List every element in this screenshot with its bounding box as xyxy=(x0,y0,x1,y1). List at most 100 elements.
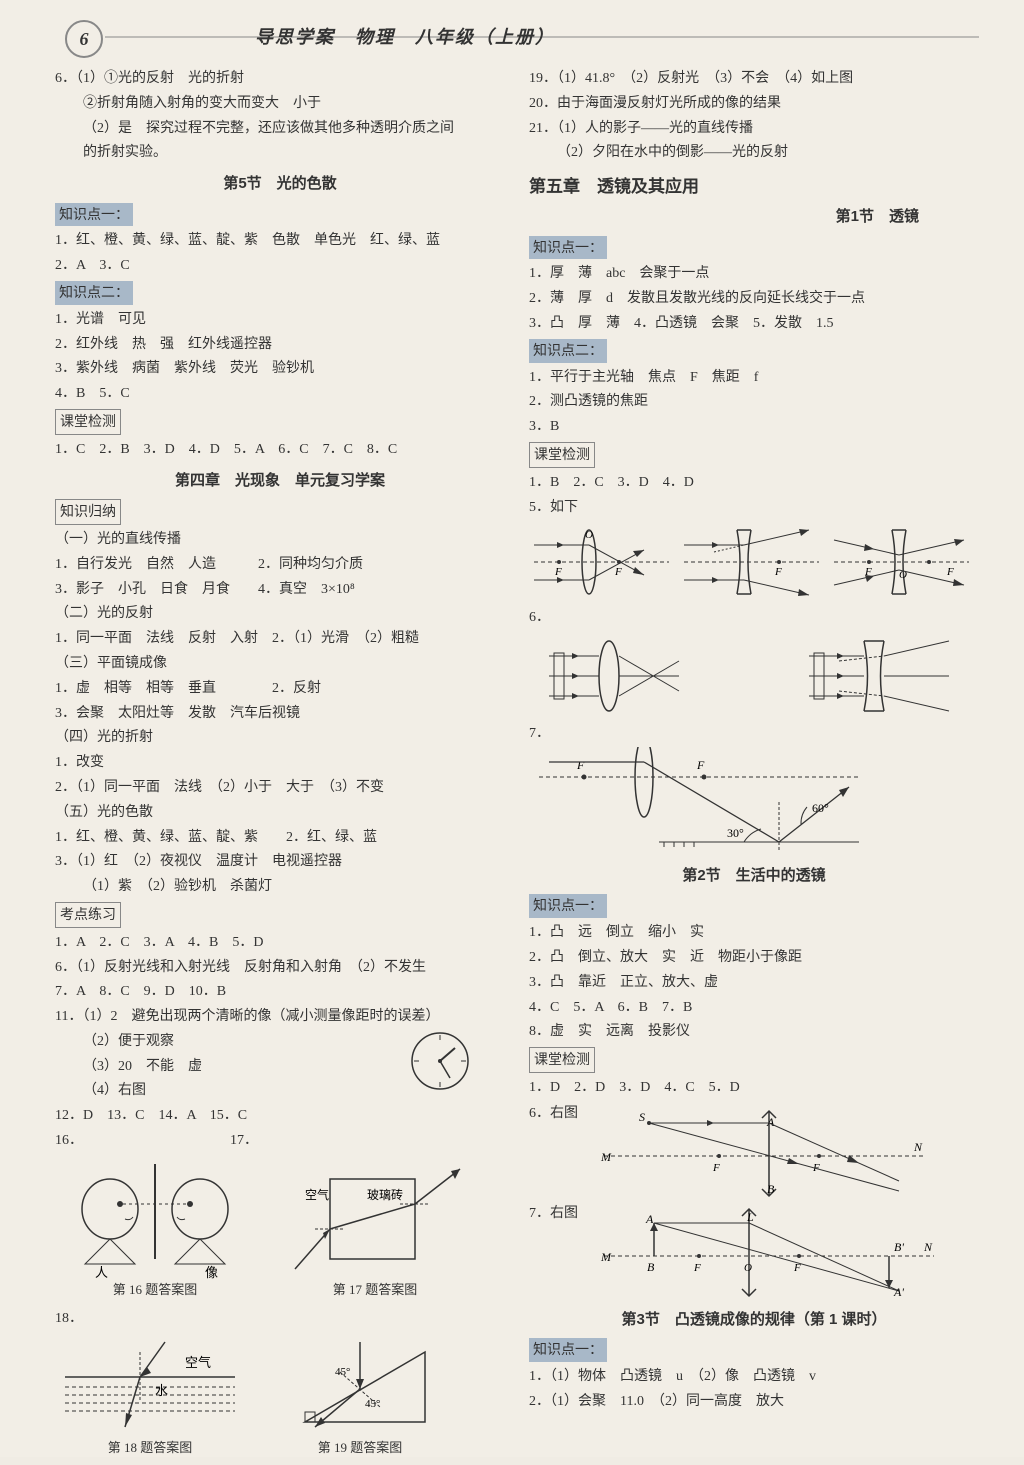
fig18-19-row: 空气 水 第 18 题答案图 45° 45° xyxy=(55,1337,505,1459)
text-line: 6．右图 xyxy=(529,1102,599,1200)
text-line: 7． xyxy=(529,722,979,746)
q11-block: （2）便于观察 （3）20 不能 虚 （4）右图 xyxy=(55,1030,505,1103)
svg-text:F: F xyxy=(614,566,622,578)
svg-text:F: F xyxy=(696,758,705,772)
text-line: （五）光的色散 xyxy=(55,801,505,825)
text-line: （二）光的反射 xyxy=(55,602,505,626)
text-line: 1．B 2．C 3．D 4．D xyxy=(529,471,979,495)
svg-text:O: O xyxy=(744,1262,752,1274)
knowledge-tag: 知识点一： xyxy=(55,203,133,227)
text-line: （1）紫 （2）验钞机 杀菌灯 xyxy=(55,875,505,899)
text-line: 1．厚 薄 abc 会聚于一点 xyxy=(529,262,979,286)
text-line: 1．红、橙、黄、绿、蓝、靛、紫 2．红、绿、蓝 xyxy=(55,826,505,850)
text-line: 3．紫外线 病菌 紫外线 荧光 验钞机 xyxy=(55,357,505,381)
text-line: 2．凸 倒立、放大 实 近 物距小于像距 xyxy=(529,946,979,970)
text-line: 2．测凸透镜的焦距 xyxy=(529,390,979,414)
text-line: 4．C 5．A 6．B 7．B xyxy=(529,996,979,1020)
section-title: 第5节 光的色散 xyxy=(55,171,505,197)
practice-tag: 考点练习 xyxy=(55,902,121,928)
text-line: 1．红、橙、黄、绿、蓝、靛、紫 色散 单色光 红、绿、蓝 xyxy=(55,229,505,253)
text-line: 6． xyxy=(529,606,979,630)
chapter-title: 第五章 透镜及其应用 xyxy=(529,173,979,202)
text-line: 3．凸 厚 薄 4．凸透镜 会聚 5．发散 1.5 xyxy=(529,312,979,336)
svg-text:L: L xyxy=(746,1210,754,1224)
s2-q7-row: 7．右图 M N L F F O A B xyxy=(529,1201,979,1301)
text-line: 1．A 2．C 3．A 4．B 5．D xyxy=(55,931,505,955)
page: 6 导思学案 物理 八年级（上册） 6．（1）①光的反射 光的折射 ②折射角随入… xyxy=(0,0,1024,1457)
text-line: 6．（1）①光的反射 光的折射 xyxy=(55,67,505,91)
text-line: 3．B xyxy=(529,415,979,439)
text-line: 5．如下 xyxy=(529,496,979,520)
knowledge-tag: 知识点二： xyxy=(529,339,607,363)
fig16-caption: 第 16 题答案图 xyxy=(55,1279,255,1301)
q7-diagram: F F 30° 60° xyxy=(529,747,869,857)
q6-lens-diagram: M N F F S A B xyxy=(599,1101,929,1201)
svg-text:M: M xyxy=(600,1250,612,1264)
text-line: 18． xyxy=(55,1307,505,1331)
svg-text:N: N xyxy=(923,1240,933,1254)
fig19-angle1: 45° xyxy=(335,1366,350,1378)
summary-tag: 知识归纳 xyxy=(55,499,121,525)
text-line: 1．光谱 可见 xyxy=(55,308,505,332)
fig17-caption: 第 17 题答案图 xyxy=(275,1279,475,1301)
svg-text:N: N xyxy=(913,1140,923,1154)
chapter-review-title: 第四章 光现象 单元复习学案 xyxy=(55,468,505,494)
lens-diagrams-row1: O F F F xyxy=(529,520,974,605)
text-line: 8．虚 实 远离 投影仪 xyxy=(529,1020,979,1044)
fig17-glass-label: 玻璃砖 xyxy=(367,1187,403,1202)
svg-text:F: F xyxy=(712,1162,720,1174)
q7-lens-diagram: M N L F F O A B xyxy=(599,1201,939,1301)
text-line: 21．（1）人的影子——光的直线传播 xyxy=(529,117,979,141)
svg-text:B: B xyxy=(647,1260,655,1274)
svg-text:O: O xyxy=(585,529,593,541)
text-line: 1．平行于主光轴 焦点 F 焦距 f xyxy=(529,366,979,390)
text-line: 12．D 13．C 14．A 15．C xyxy=(55,1104,505,1128)
text-line: 20．由于海面漫反射灯光所成的像的结果 xyxy=(529,92,979,116)
right-column: 19．（1）41.8° （2）反射光 （3）不会 （4）如上图 20．由于海面漫… xyxy=(529,66,979,1465)
left-column: 6．（1）①光的反射 光的折射 ②折射角随入射角的变大而变大 小于 （2）是 探… xyxy=(55,66,505,1465)
lens-diagrams-row2 xyxy=(529,631,974,721)
text-line: 1．同一平面 法线 反射 入射 2．（1）光滑 （2）粗糙 xyxy=(55,627,505,651)
text-line: ②折射角随入射角的变大而变大 小于 xyxy=(55,92,505,116)
text-line: （三）平面镜成像 xyxy=(55,652,505,676)
text-line: （四）光的折射 xyxy=(55,726,505,750)
classroom-test-tag: 课堂检测 xyxy=(529,442,595,468)
text-line: 7．右图 xyxy=(529,1202,599,1300)
text-line: 2．（1）会聚 11.0 （2）同一高度 放大 xyxy=(529,1390,979,1414)
svg-text:30°: 30° xyxy=(727,826,744,840)
text-line: 2．A 3．C xyxy=(55,254,505,278)
text-line: 1．改变 xyxy=(55,751,505,775)
svg-text:S: S xyxy=(639,1110,645,1124)
svg-text:M: M xyxy=(600,1150,612,1164)
svg-text:F: F xyxy=(946,566,954,578)
page-number: 6 xyxy=(65,20,103,58)
svg-text:F: F xyxy=(693,1262,701,1274)
knowledge-tag: 知识点一： xyxy=(529,894,607,918)
text-line: 3．（1）红 （2）夜视仪 温度计 电视遥控器 xyxy=(55,850,505,874)
text-line: （一）光的直线传播 xyxy=(55,528,505,552)
fig18-water-label: 水 xyxy=(155,1383,168,1398)
text-line: 2．红外线 热 强 红外线遥控器 xyxy=(55,333,505,357)
fig18: 空气 水 第 18 题答案图 xyxy=(55,1337,245,1459)
svg-text:B': B' xyxy=(894,1240,904,1254)
text-line: 1．凸 远 倒立 缩小 实 xyxy=(529,921,979,945)
text-line: 6．（1）反射光线和入射光线 反射角和入射角 （2）不发生 xyxy=(55,956,505,980)
section-title: 第1节 透镜 xyxy=(529,204,979,230)
header-title: 导思学案 物理 八年级（上册） xyxy=(255,22,555,53)
text-line: 1．虚 相等 相等 垂直 2．反射 xyxy=(55,677,505,701)
text-line: 19．（1）41.8° （2）反射光 （3）不会 （4）如上图 xyxy=(529,67,979,91)
fig16-image-label: 像 xyxy=(205,1265,218,1279)
text-line: 1．C 2．B 3．D 4．D 5．A 6．C 7．C 8．C xyxy=(55,438,505,462)
svg-text:F: F xyxy=(576,758,585,772)
clock-diagram xyxy=(405,1026,475,1096)
text-line: 2．（1）同一平面 法线 （2）小于 大于 （3）不变 xyxy=(55,776,505,800)
page-header: 6 导思学案 物理 八年级（上册） xyxy=(55,20,979,58)
text-line: 1．自行发光 自然 人造 2．同种均匀介质 xyxy=(55,553,505,577)
fig18-caption: 第 18 题答案图 xyxy=(55,1437,245,1459)
text-line: 2．薄 厚 d 发散且发散光线的反向延长线交于一点 xyxy=(529,287,979,311)
text-line: 7．A 8．C 9．D 10．B xyxy=(55,980,505,1004)
fig18-air-label: 空气 xyxy=(185,1355,211,1370)
text-line: 16． 17． xyxy=(55,1129,505,1153)
fig17: 空气 玻璃砖 第 17 题答案图 xyxy=(275,1159,475,1301)
knowledge-tag: 知识点一： xyxy=(529,1338,607,1362)
